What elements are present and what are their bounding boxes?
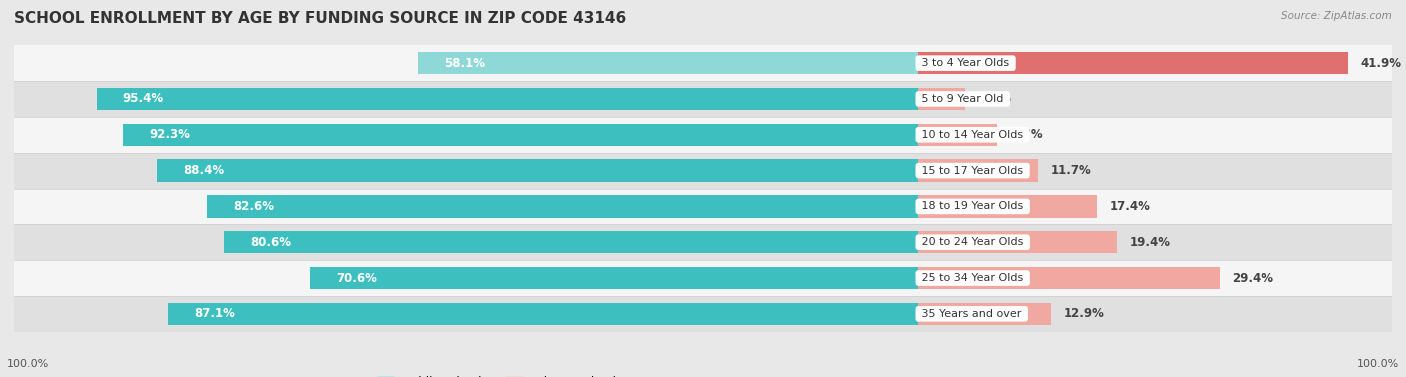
Text: 88.4%: 88.4% — [183, 164, 224, 177]
Bar — [14, 45, 1392, 81]
Bar — [14, 153, 1392, 188]
Bar — [918, 231, 1118, 253]
Text: Source: ZipAtlas.com: Source: ZipAtlas.com — [1281, 11, 1392, 21]
Text: 58.1%: 58.1% — [444, 57, 485, 70]
Text: 5 to 9 Year Old: 5 to 9 Year Old — [918, 94, 1007, 104]
Bar — [918, 267, 1219, 289]
Text: 18 to 19 Year Olds: 18 to 19 Year Olds — [918, 201, 1026, 211]
Text: 29.4%: 29.4% — [1233, 271, 1274, 285]
Text: 15 to 17 Year Olds: 15 to 17 Year Olds — [918, 166, 1026, 176]
Text: 100.0%: 100.0% — [1357, 359, 1399, 369]
Bar — [14, 224, 1392, 260]
Bar — [14, 260, 1392, 296]
Bar — [207, 195, 918, 218]
Bar — [14, 188, 1392, 224]
Bar — [14, 296, 1392, 332]
Text: 20 to 24 Year Olds: 20 to 24 Year Olds — [918, 237, 1028, 247]
Bar — [311, 267, 918, 289]
Text: 17.4%: 17.4% — [1109, 200, 1150, 213]
Bar — [918, 159, 1038, 182]
Bar — [918, 303, 1050, 325]
Text: 11.7%: 11.7% — [1052, 164, 1092, 177]
Bar — [224, 231, 918, 253]
Bar — [169, 303, 918, 325]
Bar — [14, 81, 1392, 117]
Bar — [918, 52, 1348, 74]
Text: 35 Years and over: 35 Years and over — [918, 309, 1025, 319]
Legend: Public School, Private School: Public School, Private School — [377, 376, 616, 377]
Bar — [918, 195, 1097, 218]
Bar — [97, 88, 918, 110]
Text: 10 to 14 Year Olds: 10 to 14 Year Olds — [918, 130, 1026, 140]
Text: 3 to 4 Year Olds: 3 to 4 Year Olds — [918, 58, 1012, 68]
Text: 80.6%: 80.6% — [250, 236, 291, 249]
Bar — [918, 88, 966, 110]
Bar — [157, 159, 918, 182]
Text: 82.6%: 82.6% — [233, 200, 274, 213]
Text: 25 to 34 Year Olds: 25 to 34 Year Olds — [918, 273, 1026, 283]
Bar — [14, 117, 1392, 153]
Text: 70.6%: 70.6% — [336, 271, 377, 285]
Text: 12.9%: 12.9% — [1063, 307, 1104, 320]
Text: 100.0%: 100.0% — [7, 359, 49, 369]
Text: 95.4%: 95.4% — [122, 92, 163, 106]
Bar — [418, 52, 918, 74]
Text: 92.3%: 92.3% — [149, 128, 190, 141]
Text: 87.1%: 87.1% — [194, 307, 235, 320]
Bar — [918, 124, 997, 146]
Text: 41.9%: 41.9% — [1361, 57, 1402, 70]
Text: 19.4%: 19.4% — [1130, 236, 1171, 249]
Text: SCHOOL ENROLLMENT BY AGE BY FUNDING SOURCE IN ZIP CODE 43146: SCHOOL ENROLLMENT BY AGE BY FUNDING SOUR… — [14, 11, 626, 26]
Text: 4.6%: 4.6% — [979, 92, 1011, 106]
Text: 7.7%: 7.7% — [1010, 128, 1043, 141]
Bar — [124, 124, 918, 146]
